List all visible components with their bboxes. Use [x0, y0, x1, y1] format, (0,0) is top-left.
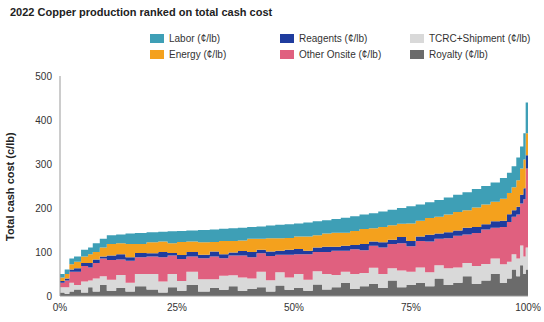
- svg-text:100%: 100%: [515, 302, 536, 313]
- html-text:TCRC+Shipment (¢/lb): TCRC+Shipment (¢/lb): [429, 32, 531, 44]
- svg-text:0: 0: [46, 291, 52, 302]
- svg-text:25%: 25%: [167, 302, 187, 313]
- html-text:Other Onsite (¢/lb): Other Onsite (¢/lb): [299, 48, 382, 60]
- svg-text:Total cash cost (c/lb): Total cash cost (c/lb): [8, 132, 16, 241]
- svg-text:0%: 0%: [53, 302, 68, 313]
- svg-text:200: 200: [35, 203, 52, 214]
- svg-text:500: 500: [35, 71, 52, 82]
- html-text:Reagents (¢/lb): Reagents (¢/lb): [299, 32, 368, 44]
- svg-text:300: 300: [35, 159, 52, 170]
- html-text:Royalty (¢/lb): Royalty (¢/lb): [429, 48, 488, 60]
- svg-text:75%: 75%: [401, 302, 421, 313]
- svg-text:50%: 50%: [284, 302, 304, 313]
- html-text:Energy (¢/lb): Energy (¢/lb): [169, 48, 227, 60]
- html-text:2022 Copper production ranked: 2022 Copper production ranked on total c…: [10, 6, 273, 18]
- svg-text:100: 100: [35, 247, 52, 258]
- html-text:Labor (¢/lb): Labor (¢/lb): [169, 32, 221, 44]
- svg-text:400: 400: [35, 115, 52, 126]
